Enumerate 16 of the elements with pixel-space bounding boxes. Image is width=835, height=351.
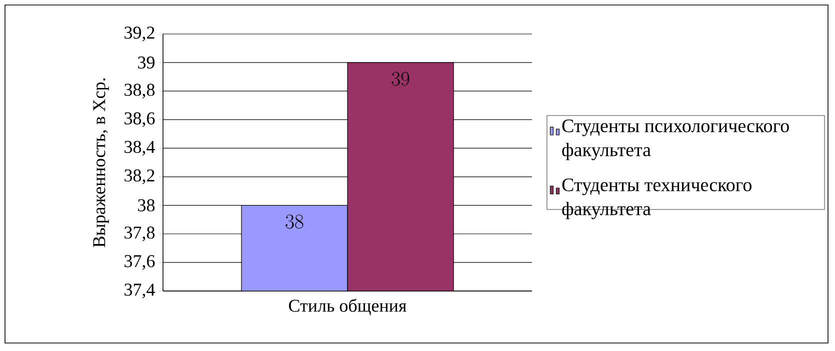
y-axis-title: Выраженность, в Хср. (93, 78, 109, 248)
y-tick-label: 37,4 (124, 284, 155, 298)
y-tick-label: 38,6 (124, 112, 155, 128)
y-tick-label: 39 (138, 56, 154, 69)
data-label: 38 (286, 214, 304, 229)
legend-label: Студенты технического факультета (562, 178, 752, 220)
y-tick-label: 38,4 (124, 140, 155, 156)
y-tick-label: 39,2 (124, 26, 154, 42)
y-tick-label: 38,2 (124, 169, 154, 184)
y-tick-label: 38 (138, 199, 155, 212)
y-tick-label: 37,6 (124, 255, 155, 270)
y-tick-label: 37,8 (124, 226, 155, 242)
x-tick-label: Стиль общения (288, 298, 406, 316)
data-label: 39 (392, 72, 410, 86)
y-tick-label: 38,8 (124, 84, 155, 98)
legend-label: Студенты психологического факультета (562, 120, 789, 160)
